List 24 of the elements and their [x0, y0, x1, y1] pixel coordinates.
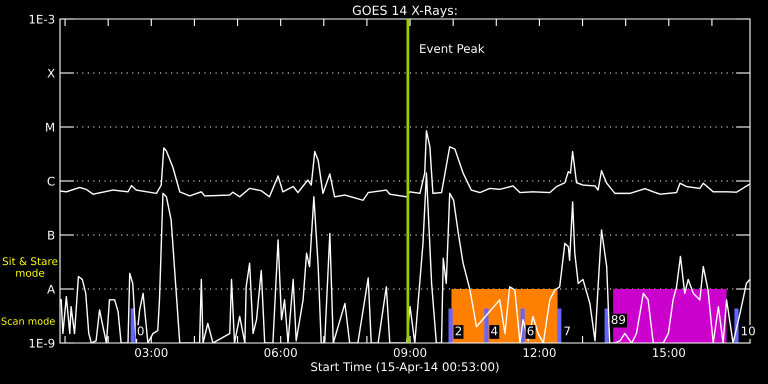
y-tick-label: M	[46, 122, 54, 132]
y-tick-label: 1E-3	[30, 14, 54, 24]
annotation: 4	[491, 326, 498, 336]
x-tick-label: 15:00	[653, 348, 686, 357]
y-tick-label: 1E-9	[30, 338, 54, 348]
y-tick-label: X	[47, 68, 55, 78]
y-tick-label: B	[48, 230, 54, 240]
y-tick-label: A	[47, 284, 56, 294]
y-tick-label: C	[48, 176, 54, 186]
annotation: 7	[564, 326, 570, 336]
annotation: 6	[528, 326, 534, 336]
x-tick-label: 03:00	[135, 348, 168, 357]
x-axis-title: Start Time (15-Apr-14 00:53:00)	[311, 362, 499, 374]
annotation: 2	[456, 326, 462, 336]
chart-title: GOES 14 X-Rays:	[352, 6, 456, 18]
annotation: 89	[612, 315, 626, 324]
text: Scan mode	[2, 317, 55, 325]
text: Sit & Stare mode	[2, 257, 58, 277]
x-tick-label: 06:00	[264, 348, 297, 357]
annotation: 0	[138, 326, 144, 336]
ref-line-label: Event Peak	[420, 44, 485, 53]
x-tick-label: 09:00	[394, 348, 426, 357]
annotation: 10	[742, 326, 755, 336]
x-tick-label: 12:00	[524, 348, 556, 357]
